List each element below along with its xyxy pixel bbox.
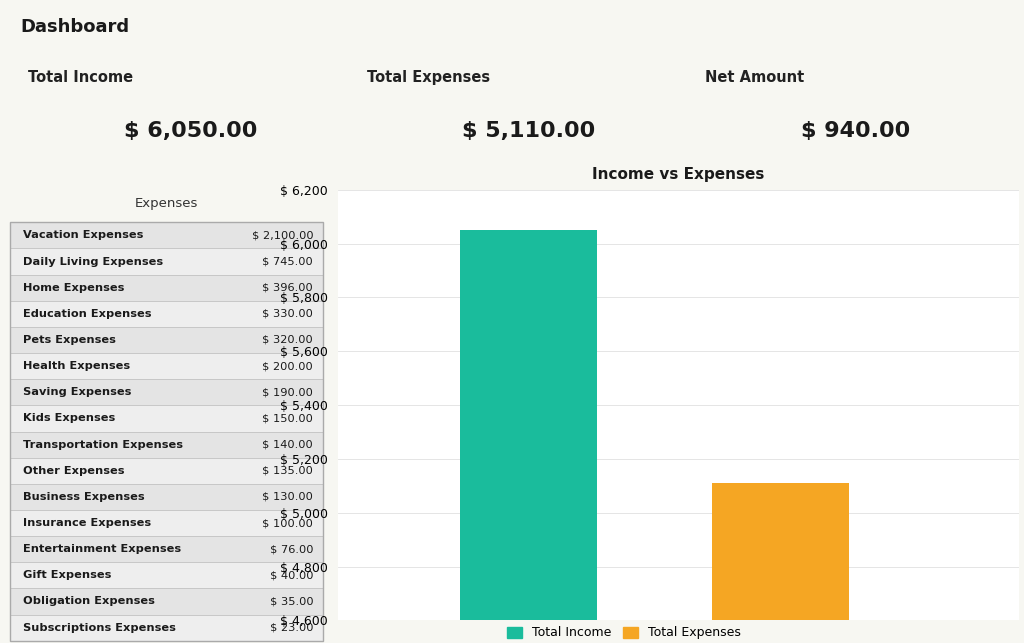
Bar	[10, 275, 323, 301]
Text: $ 76.00: $ 76.00	[269, 544, 313, 554]
Bar	[10, 405, 323, 431]
Text: $ 130.00: $ 130.00	[262, 492, 313, 502]
Text: Expenses: Expenses	[135, 197, 198, 210]
Text: $ 320.00: $ 320.00	[262, 335, 313, 345]
Text: $ 940.00: $ 940.00	[801, 122, 910, 141]
Text: Total Income: Total Income	[28, 71, 133, 86]
Text: Health Expenses: Health Expenses	[23, 361, 130, 371]
Text: $ 150.00: $ 150.00	[262, 413, 313, 424]
Text: Insurance Expenses: Insurance Expenses	[23, 518, 151, 528]
Text: $ 35.00: $ 35.00	[269, 597, 313, 606]
Text: Other Expenses: Other Expenses	[23, 466, 124, 476]
Bar	[10, 301, 323, 327]
Text: $ 6,050.00: $ 6,050.00	[124, 122, 257, 141]
Text: Subscriptions Expenses: Subscriptions Expenses	[23, 622, 175, 633]
Text: $ 330.00: $ 330.00	[262, 309, 313, 319]
Bar	[10, 379, 323, 405]
Text: $ 5,110.00: $ 5,110.00	[463, 122, 596, 141]
Bar	[10, 248, 323, 275]
Title: Income vs Expenses: Income vs Expenses	[592, 167, 765, 181]
Text: Gift Expenses: Gift Expenses	[23, 570, 112, 581]
Bar	[10, 536, 323, 562]
Text: $ 23.00: $ 23.00	[269, 622, 313, 633]
Text: Pets Expenses: Pets Expenses	[23, 335, 116, 345]
Text: Education Expenses: Education Expenses	[23, 309, 152, 319]
Text: Vacation Expenses: Vacation Expenses	[23, 230, 143, 240]
Text: Daily Living Expenses: Daily Living Expenses	[23, 257, 163, 267]
Bar	[461, 230, 597, 643]
Bar	[10, 615, 323, 640]
Bar	[10, 510, 323, 536]
Bar	[10, 562, 323, 588]
Bar	[10, 431, 323, 458]
Text: Transportation Expenses: Transportation Expenses	[23, 440, 182, 449]
Text: Home Expenses: Home Expenses	[23, 283, 124, 293]
Text: $ 40.00: $ 40.00	[269, 570, 313, 581]
Bar	[10, 327, 323, 353]
Text: Dashboard: Dashboard	[20, 17, 130, 35]
Text: Kids Expenses: Kids Expenses	[23, 413, 115, 424]
Bar	[713, 483, 849, 643]
Text: Entertainment Expenses: Entertainment Expenses	[23, 544, 181, 554]
Text: $ 396.00: $ 396.00	[262, 283, 313, 293]
Text: Business Expenses: Business Expenses	[23, 492, 144, 502]
Bar	[10, 588, 323, 615]
Text: Obligation Expenses: Obligation Expenses	[23, 597, 155, 606]
Text: Net Amount: Net Amount	[706, 71, 805, 86]
Text: $ 745.00: $ 745.00	[262, 257, 313, 267]
Text: $ 2,100.00: $ 2,100.00	[252, 230, 313, 240]
Bar	[10, 484, 323, 510]
Bar	[10, 353, 323, 379]
Bar	[10, 458, 323, 484]
Bar	[10, 222, 323, 248]
Text: $ 190.00: $ 190.00	[262, 387, 313, 397]
Text: $ 140.00: $ 140.00	[262, 440, 313, 449]
Text: Saving Expenses: Saving Expenses	[23, 387, 131, 397]
Text: $ 200.00: $ 200.00	[262, 361, 313, 371]
Text: Total Expenses: Total Expenses	[367, 71, 489, 86]
Text: $ 100.00: $ 100.00	[262, 518, 313, 528]
Legend: Total Income, Total Expenses: Total Income, Total Expenses	[502, 621, 746, 643]
Text: $ 135.00: $ 135.00	[262, 466, 313, 476]
